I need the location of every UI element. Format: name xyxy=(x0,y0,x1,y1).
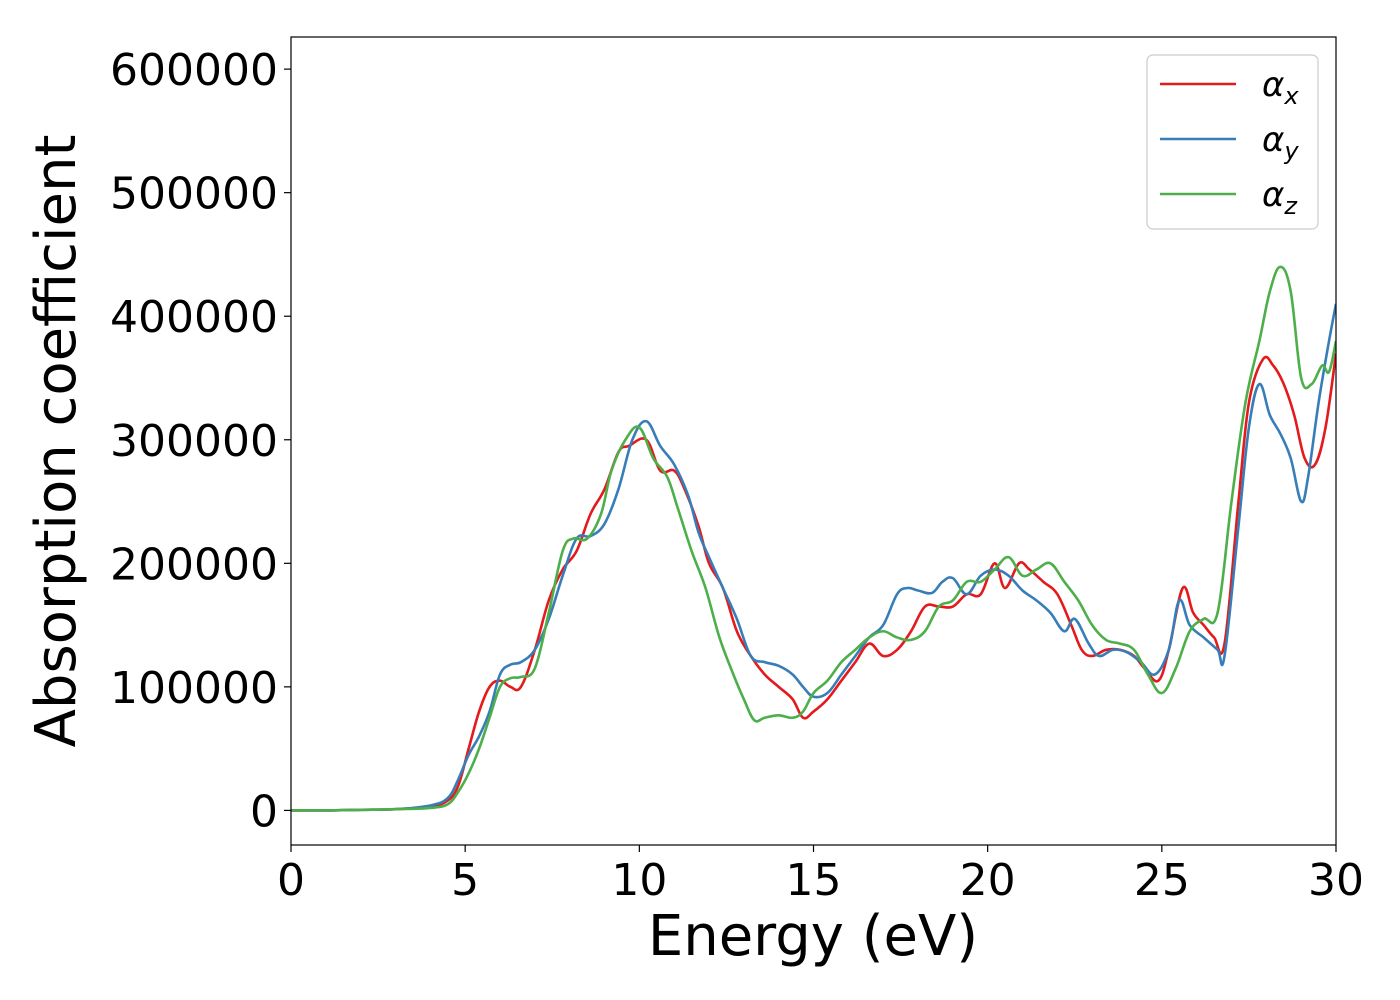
legend-box xyxy=(1146,54,1319,230)
y-tick-label: 400000 xyxy=(110,292,278,343)
y-tick-label: 500000 xyxy=(110,169,278,220)
y-tick-label: 200000 xyxy=(110,539,278,590)
series-line-y xyxy=(291,303,1336,812)
x-tick-label: 25 xyxy=(1134,855,1190,906)
series-line-x xyxy=(291,353,1336,812)
legend: αx αy αz xyxy=(1146,54,1319,230)
x-tick-label: 20 xyxy=(960,855,1016,906)
x-axis-ticks: 0 5 10 15 20 25 30 xyxy=(277,845,1364,906)
x-axis-title: Energy (eV) xyxy=(648,904,978,969)
y-tick-label: 0 xyxy=(250,786,278,837)
legend-label-x: αx xyxy=(1262,65,1299,110)
series-line-z xyxy=(291,265,1336,812)
y-tick-label: 100000 xyxy=(110,663,278,714)
y-axis-ticks: 0 100000 200000 300000 400000 500000 600000 xyxy=(110,45,291,837)
x-tick-label: 15 xyxy=(786,855,842,906)
y-tick-label: 300000 xyxy=(110,416,278,467)
x-tick-label: 5 xyxy=(451,855,479,906)
y-tick-label: 600000 xyxy=(110,45,278,96)
legend-items: αx αy αz xyxy=(1160,65,1299,220)
series-layer xyxy=(291,265,1336,812)
y-axis-title: Absorption coefficient xyxy=(24,135,89,748)
x-tick-label: 30 xyxy=(1308,855,1364,906)
legend-label-z: αz xyxy=(1262,175,1298,220)
x-tick-label: 10 xyxy=(611,855,667,906)
legend-label-y: αy xyxy=(1262,120,1299,165)
x-tick-label: 0 xyxy=(277,855,305,906)
